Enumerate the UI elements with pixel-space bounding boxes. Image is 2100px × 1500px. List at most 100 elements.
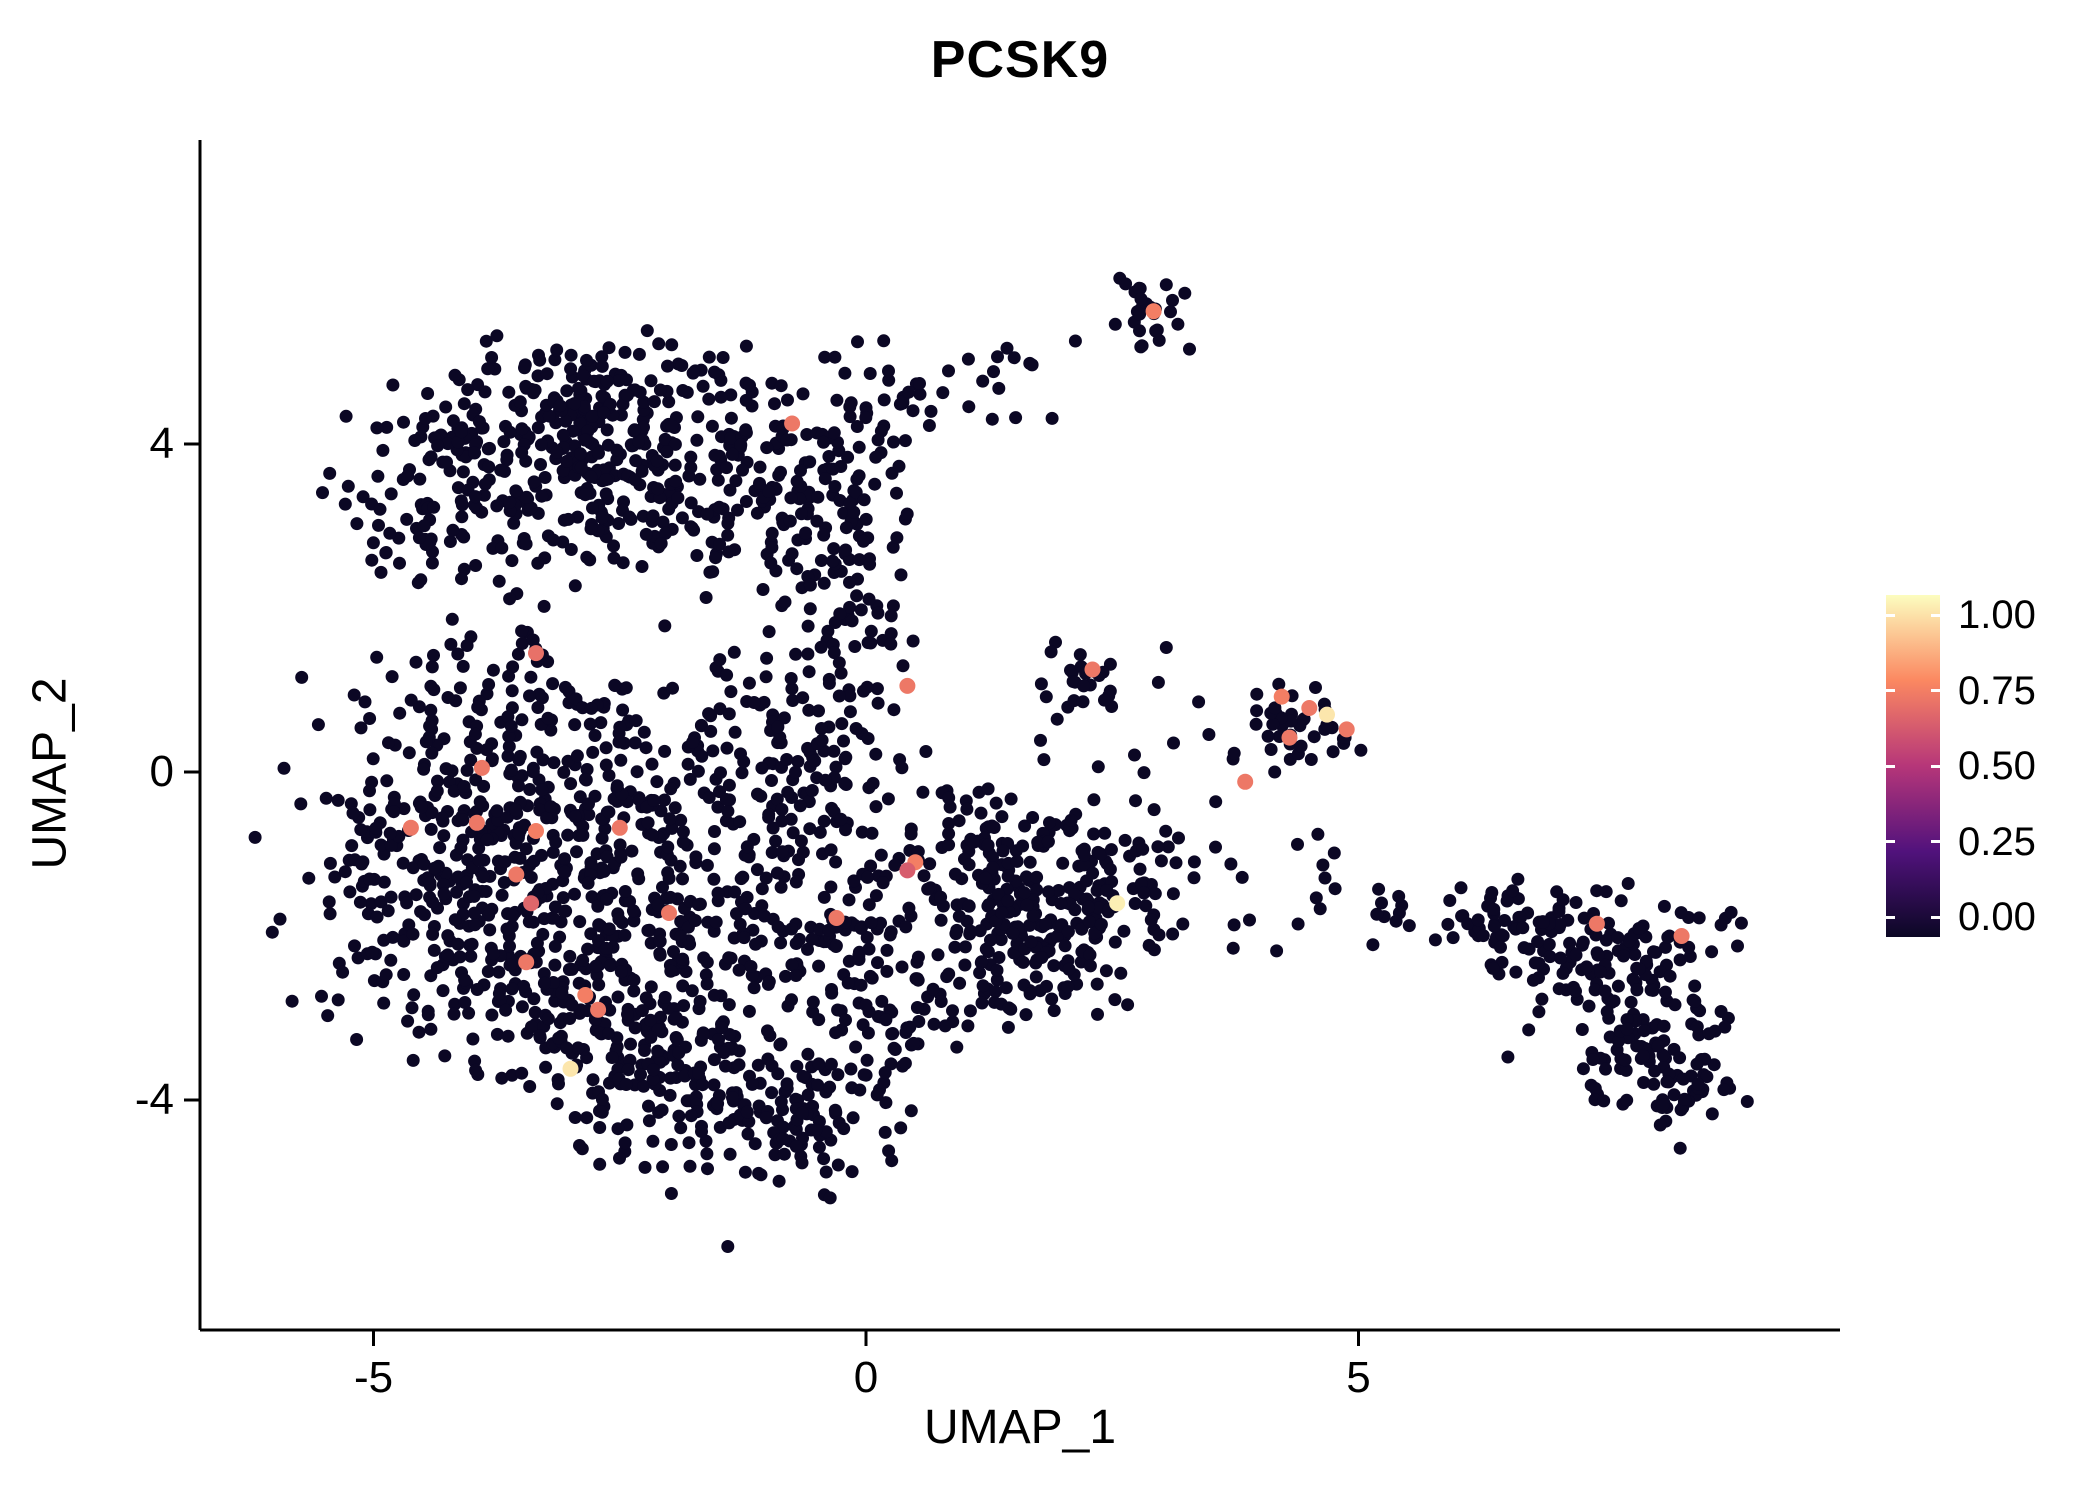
cell-point bbox=[604, 959, 617, 973]
cell-point bbox=[817, 814, 831, 828]
cell-point bbox=[1135, 339, 1149, 353]
cell-point bbox=[654, 1010, 667, 1024]
cell-point bbox=[322, 895, 336, 909]
cell-point bbox=[882, 1144, 896, 1158]
cell-point bbox=[518, 358, 532, 372]
cell-point bbox=[501, 1029, 515, 1043]
cell-point bbox=[479, 334, 493, 348]
cell-point bbox=[338, 865, 352, 879]
cell-point bbox=[438, 1049, 452, 1063]
cell-point bbox=[536, 927, 550, 941]
cell-point bbox=[1098, 826, 1112, 840]
cell-point bbox=[852, 440, 866, 454]
cell-point bbox=[1311, 827, 1325, 841]
cell-point bbox=[755, 899, 769, 913]
cell-point bbox=[796, 1069, 810, 1083]
cell-point bbox=[707, 872, 721, 886]
cell-point bbox=[363, 784, 376, 798]
cell-point bbox=[1476, 929, 1490, 943]
cell-point bbox=[1291, 917, 1305, 931]
cell-point bbox=[790, 562, 804, 576]
cell-point bbox=[863, 367, 877, 380]
cell-point bbox=[906, 404, 920, 418]
cell-point bbox=[1266, 717, 1280, 731]
cell-point bbox=[495, 888, 509, 902]
cell-point bbox=[824, 1057, 838, 1071]
cell-point bbox=[421, 1008, 435, 1022]
cell-point bbox=[762, 810, 776, 824]
cell-point bbox=[456, 813, 470, 827]
cell-point bbox=[627, 984, 641, 998]
cell-point bbox=[1025, 358, 1039, 372]
cell-point bbox=[1511, 872, 1525, 886]
cell-point bbox=[483, 923, 497, 937]
cell-point bbox=[789, 1139, 803, 1153]
cell-point bbox=[1142, 938, 1156, 952]
cell-point bbox=[455, 498, 469, 512]
cell-point bbox=[441, 948, 455, 962]
expressing-cell-point bbox=[528, 645, 544, 662]
cell-point bbox=[523, 689, 536, 703]
cell-point bbox=[467, 889, 481, 903]
cell-point bbox=[721, 516, 735, 530]
cell-point bbox=[477, 779, 491, 793]
cell-point bbox=[1026, 811, 1040, 824]
cell-point bbox=[1676, 1072, 1690, 1086]
cell-point bbox=[981, 782, 995, 796]
cell-point bbox=[877, 334, 891, 348]
expressing-cell-point bbox=[1084, 661, 1101, 678]
cell-point bbox=[1091, 1007, 1104, 1021]
cell-point bbox=[1674, 1103, 1688, 1117]
cell-point bbox=[373, 502, 387, 516]
cell-point bbox=[962, 400, 976, 414]
cell-point bbox=[722, 998, 736, 1012]
cell-point bbox=[785, 682, 799, 696]
cell-point bbox=[1372, 882, 1386, 896]
cell-point bbox=[874, 848, 888, 862]
cell-point bbox=[1614, 894, 1628, 908]
cell-point bbox=[629, 714, 643, 728]
cell-point bbox=[1202, 728, 1216, 741]
cell-point bbox=[500, 922, 514, 936]
cell-point bbox=[497, 876, 511, 889]
cell-point bbox=[812, 1140, 826, 1154]
cell-point bbox=[924, 404, 938, 418]
cell-point bbox=[424, 703, 438, 717]
cell-point bbox=[850, 589, 864, 603]
colorbar-tick-mark bbox=[1931, 915, 1940, 919]
cell-point bbox=[1535, 992, 1549, 1006]
cell-point bbox=[414, 573, 428, 587]
cell-point bbox=[535, 783, 549, 797]
cell-point bbox=[1668, 998, 1682, 1012]
cell-point bbox=[550, 1097, 564, 1111]
cell-point bbox=[723, 1147, 737, 1161]
cell-point bbox=[1082, 915, 1096, 929]
cell-point bbox=[692, 898, 705, 912]
cell-point bbox=[581, 876, 595, 890]
cell-point bbox=[661, 359, 674, 373]
cell-point bbox=[497, 435, 511, 449]
cell-point bbox=[1291, 837, 1304, 851]
cell-point bbox=[374, 838, 388, 852]
cell-point bbox=[700, 858, 714, 872]
expressing-cell-point bbox=[1237, 773, 1254, 790]
cell-point bbox=[1673, 953, 1687, 967]
cell-point bbox=[586, 501, 599, 515]
cell-point bbox=[1068, 334, 1082, 348]
cell-point bbox=[675, 511, 689, 525]
cell-point bbox=[710, 463, 724, 477]
colorbar-tick-mark bbox=[1886, 840, 1895, 843]
colorbar-tick-label: 1.00 bbox=[1958, 593, 2036, 637]
cell-point bbox=[441, 437, 455, 451]
cell-point bbox=[1144, 913, 1158, 927]
cell-point bbox=[1132, 281, 1146, 295]
cell-point bbox=[771, 720, 785, 734]
cell-point bbox=[747, 696, 761, 709]
cell-point bbox=[1599, 933, 1613, 947]
cell-point bbox=[772, 1174, 786, 1188]
cell-point bbox=[783, 514, 797, 528]
cell-point bbox=[1366, 938, 1380, 952]
cell-point bbox=[1052, 884, 1066, 897]
cell-point bbox=[976, 374, 990, 388]
